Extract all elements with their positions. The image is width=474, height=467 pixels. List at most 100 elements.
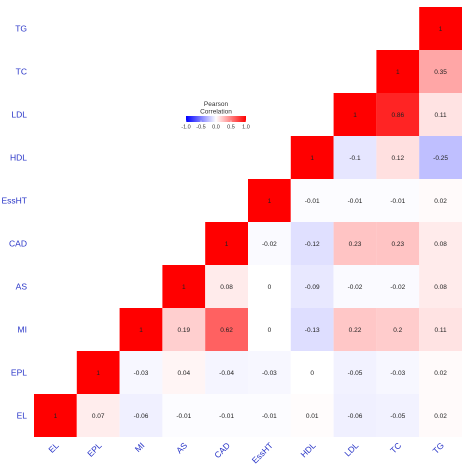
heatmap-cell-CAD-CAD: [205, 222, 248, 265]
legend-tick-label: 1.0: [242, 125, 250, 131]
heatmap-cell-EL-TG: [419, 394, 462, 437]
heatmap-cell-EL-EL: [34, 394, 77, 437]
heatmap-cell-CAD-TG: [419, 222, 462, 265]
cell-value-label-MI-AS: 0.19: [177, 327, 190, 334]
cell-value-label-LDL-TC: 0.86: [391, 112, 404, 119]
heatmap-cell-EL-MI: [119, 394, 163, 437]
heatmap-cell-HDL-TG: [419, 136, 462, 179]
cell-value-label-EL-CAD: -0.01: [219, 413, 234, 420]
cell-value-label-CAD-EssHT: -0.02: [262, 241, 277, 248]
cell-value-label-EssHT-TG: 0.02: [434, 198, 447, 205]
cell-value-label-HDL-LDL: -0.1: [349, 155, 361, 162]
heatmap-cell-TC-TC: [376, 50, 420, 93]
cell-value-label-AS-CAD: 0.08: [220, 284, 233, 291]
heatmap-cell-EPL-TC: [376, 351, 420, 394]
heatmap-cell-MI-HDL: [290, 308, 334, 351]
cell-value-label-HDL-TG: -0.25: [433, 155, 448, 162]
heatmap-cell-TG-TG: [419, 7, 462, 50]
cell-value-label-TG-TG: 1: [439, 26, 443, 33]
y-tick-label-CAD: CAD: [9, 239, 27, 249]
cell-value-label-MI-LDL: 0.22: [349, 327, 362, 334]
cell-value-label-HDL-TC: 0.12: [391, 155, 404, 162]
cell-value-label-EPL-HDL: 0: [310, 370, 314, 377]
cell-value-label-EPL-TC: -0.03: [390, 370, 405, 377]
cell-value-label-EL-TC: -0.05: [390, 413, 405, 420]
x-tick-label-CAD: CAD: [212, 440, 232, 460]
heatmap-cell-MI-LDL: [333, 308, 377, 351]
x-tick-label-EPL: EPL: [85, 440, 104, 459]
heatmap-cell-MI-TC: [376, 308, 420, 351]
heatmap-cell-AS-CAD: [205, 265, 248, 308]
heatmap-cell-LDL-LDL: [333, 93, 377, 136]
cell-value-label-LDL-TG: 0.11: [435, 112, 448, 119]
heatmap-cell-MI-MI: [119, 308, 163, 351]
y-tick-label-EPL: EPL: [11, 368, 27, 378]
heatmap-cell-EPL-CAD: [205, 351, 248, 394]
heatmap-cell-EL-TC: [376, 394, 420, 437]
heatmap-cell-AS-LDL: [333, 265, 377, 308]
heatmap-cell-MI-AS: [162, 308, 206, 351]
cell-value-label-MI-MI: 1: [139, 327, 143, 334]
cell-value-label-MI-TC: 0.2: [393, 327, 402, 334]
heatmap-cell-TC-TG: [419, 50, 462, 93]
heatmap-cell-labels: 1 0.07 -0.06 -0.01 -0.01 -0.01 0.01 -0.06 -0.05 0…: [54, 26, 449, 420]
heatmap-cell-EL-LDL: [333, 394, 377, 437]
legend-color-bar: [186, 116, 246, 122]
cell-value-label-AS-HDL: -0.09: [305, 284, 320, 291]
cell-value-label-EPL-AS: 0.04: [177, 370, 190, 377]
heatmap-cell-CAD-LDL: [333, 222, 377, 265]
cell-value-label-EPL-EssHT: -0.03: [262, 370, 277, 377]
cell-value-label-AS-EssHT: 0: [268, 284, 272, 291]
cell-value-label-AS-AS: 1: [182, 284, 186, 291]
cell-value-label-EPL-CAD: -0.04: [219, 370, 234, 377]
heatmap-cell-EPL-LDL: [333, 351, 377, 394]
x-tick-label-TG: TG: [431, 440, 446, 455]
x-tick-label-EssHT: EssHT: [250, 440, 275, 465]
cell-value-label-AS-TC: -0.02: [390, 284, 405, 291]
cell-value-label-AS-LDL: -0.02: [348, 284, 363, 291]
legend-title-line-1: Pearson: [204, 101, 229, 108]
heatmap-cell-AS-HDL: [290, 265, 334, 308]
legend-tick-label: -1.0: [181, 125, 190, 131]
cell-value-label-EssHT-LDL: -0.01: [348, 198, 363, 205]
x-tick-label-MI: MI: [133, 440, 147, 454]
cell-value-label-EssHT-TC: -0.01: [390, 198, 405, 205]
heatmap-cell-EssHT-TG: [419, 179, 462, 222]
heatmap-cell-AS-TC: [376, 265, 420, 308]
cell-value-label-EPL-MI: -0.03: [134, 370, 149, 377]
cell-value-label-MI-EssHT: 0: [268, 327, 272, 334]
y-tick-label-MI: MI: [18, 325, 27, 335]
cell-value-label-EPL-TG: 0.02: [434, 370, 447, 377]
cell-value-label-EL-EssHT: -0.01: [262, 413, 277, 420]
cell-value-label-EL-EL: 1: [54, 413, 58, 420]
heatmap-cell-EPL-AS: [162, 351, 206, 394]
y-axis-tick-labels: EL EPL MI AS CAD EssHT HDL LDL TC TG: [2, 24, 28, 421]
cell-value-label-MI-CAD: 0.62: [220, 327, 233, 334]
heatmap-cell-CAD-TC: [376, 222, 420, 265]
heatmap-cell-HDL-TC: [376, 136, 420, 179]
heatmap-cell-MI-EssHT: [248, 308, 291, 351]
x-tick-label-LDL: LDL: [342, 440, 360, 458]
heatmap-cell-EPL-TG: [419, 351, 462, 394]
heatmap-cell-EPL-EssHT: [248, 351, 291, 394]
cell-value-label-CAD-HDL: -0.12: [305, 241, 320, 248]
heatmap-cell-AS-AS: [162, 265, 206, 308]
cell-value-label-EssHT-EssHT: 1: [268, 198, 272, 205]
legend-tick-label: 0.5: [227, 125, 235, 131]
heatmap-cell-EL-CAD: [205, 394, 248, 437]
y-tick-label-EL: EL: [17, 411, 28, 421]
cell-value-label-TC-TC: 1: [396, 69, 400, 76]
heatmap-cell-EL-HDL: [290, 394, 334, 437]
cell-value-label-MI-HDL: -0.13: [305, 327, 320, 334]
heatmap-cell-EL-EssHT: [248, 394, 291, 437]
heatmap-cell-EPL-HDL: [290, 351, 334, 394]
heatmap-cell-MI-TG: [419, 308, 462, 351]
heatmap-cell-LDL-TC: [376, 93, 420, 136]
cell-value-label-EL-HDL: 0.01: [306, 413, 319, 420]
cell-value-label-EL-AS: -0.01: [176, 413, 191, 420]
y-tick-label-TC: TC: [16, 67, 27, 77]
heatmap-cell-HDL-HDL: [290, 136, 334, 179]
x-tick-label-TC: TC: [388, 440, 403, 455]
cell-value-label-EPL-EPL: 1: [96, 370, 100, 377]
x-tick-label-EL: EL: [46, 440, 61, 455]
